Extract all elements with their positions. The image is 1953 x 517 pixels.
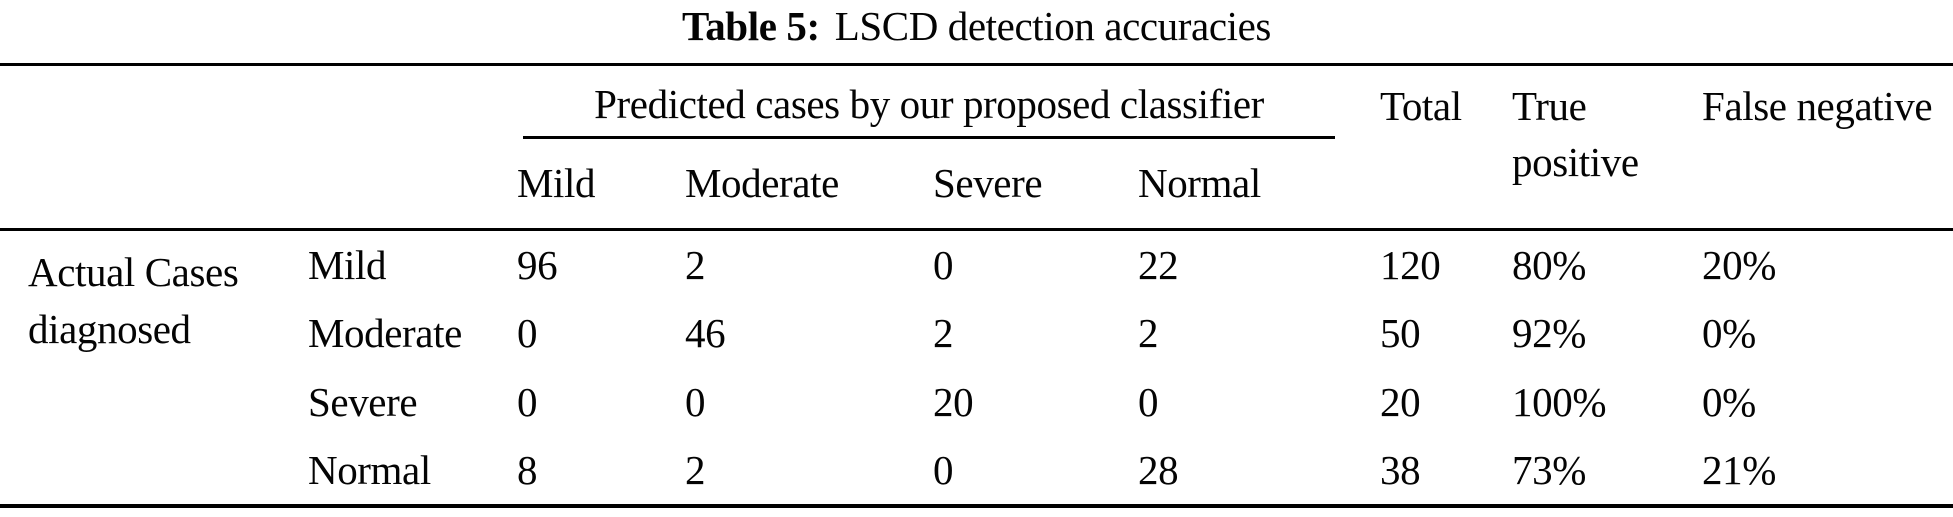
- row-label-normal: Normal: [308, 447, 431, 493]
- cell-mild-true-positive: 80%: [1512, 241, 1587, 288]
- cell-moderate-false-negative: 0%: [1702, 310, 1756, 356]
- cell-moderate-total: 50: [1380, 310, 1421, 356]
- column-header-total: Total: [1380, 83, 1462, 129]
- cell-normal-pred-mild: 8: [517, 447, 538, 493]
- cell-normal-false-negative: 21%: [1702, 447, 1777, 493]
- cell-severe-true-positive: 100%: [1512, 379, 1607, 425]
- cell-mild-pred-normal: 22: [1138, 241, 1179, 288]
- header-row-predicted-classes: Mild Moderate Severe Normal: [0, 139, 1953, 230]
- column-header-false-negative: False negative: [1702, 83, 1933, 129]
- table-row-normal: Normal 8 2 0 28 38 73% 21%: [0, 437, 1953, 506]
- table-body: Actual Cases diagnosed Mild 96 2 0 22 12…: [0, 230, 1953, 506]
- cell-normal-pred-moderate: 2: [685, 447, 706, 493]
- table-row-moderate: Moderate 0 46 2 2 50 92% 0%: [0, 299, 1953, 368]
- cell-moderate-true-positive: 92%: [1512, 310, 1587, 356]
- header-row-groups: Predicted cases by our proposed classifi…: [0, 65, 1953, 185]
- table-header: Predicted cases by our proposed classifi…: [0, 65, 1953, 230]
- cell-normal-total: 38: [1380, 447, 1421, 493]
- cell-severe-pred-mild: 0: [517, 379, 538, 425]
- table-caption-title: LSCD detection accuracies: [834, 3, 1272, 49]
- column-header-moderate: Moderate: [685, 160, 839, 207]
- cell-severe-pred-severe: 20: [933, 379, 974, 425]
- table-row-mild: Actual Cases diagnosed Mild 96 2 0 22 12…: [0, 230, 1953, 352]
- column-header-severe: Severe: [933, 160, 1043, 207]
- column-header-true-positive: True positive: [1512, 83, 1639, 185]
- row-group-label: Actual Cases diagnosed: [28, 249, 239, 352]
- table-row-severe: Severe 0 0 20 0 20 100% 0%: [0, 368, 1953, 437]
- column-header-normal: Normal: [1138, 160, 1261, 207]
- cell-moderate-pred-severe: 2: [933, 310, 954, 356]
- cell-severe-total: 20: [1380, 379, 1421, 425]
- cell-severe-pred-moderate: 0: [685, 379, 706, 425]
- cell-mild-pred-severe: 0: [933, 241, 954, 288]
- cell-moderate-pred-mild: 0: [517, 310, 538, 356]
- cell-mild-false-negative: 20%: [1702, 241, 1777, 288]
- cell-moderate-pred-normal: 2: [1138, 310, 1159, 356]
- empty-header-cell-group: [0, 65, 280, 230]
- lscd-confusion-matrix-table: Predicted cases by our proposed classifi…: [0, 63, 1953, 508]
- column-header-mild: Mild: [517, 160, 596, 207]
- cell-mild-total: 120: [1380, 241, 1441, 288]
- cell-severe-pred-normal: 0: [1138, 379, 1159, 425]
- predicted-cases-group-header: Predicted cases by our proposed classifi…: [489, 65, 1352, 139]
- cell-normal-true-positive: 73%: [1512, 447, 1587, 493]
- cell-normal-pred-severe: 0: [933, 447, 954, 493]
- cell-normal-pred-normal: 28: [1138, 447, 1179, 493]
- row-label-severe: Severe: [308, 379, 418, 425]
- cell-severe-false-negative: 0%: [1702, 379, 1756, 425]
- row-label-mild: Mild: [308, 241, 387, 288]
- empty-header-cell-rowlabel: [280, 65, 489, 230]
- predicted-cases-group-header-label: Predicted cases by our proposed classifi…: [523, 77, 1336, 139]
- cell-mild-pred-mild: 96: [517, 241, 558, 288]
- cell-mild-pred-moderate: 2: [685, 241, 706, 288]
- table-caption: Table 5: LSCD detection accuracies: [0, 0, 1953, 63]
- cell-moderate-pred-moderate: 46: [685, 310, 726, 356]
- table-caption-number: Table 5:: [682, 3, 820, 49]
- row-label-moderate: Moderate: [308, 310, 462, 356]
